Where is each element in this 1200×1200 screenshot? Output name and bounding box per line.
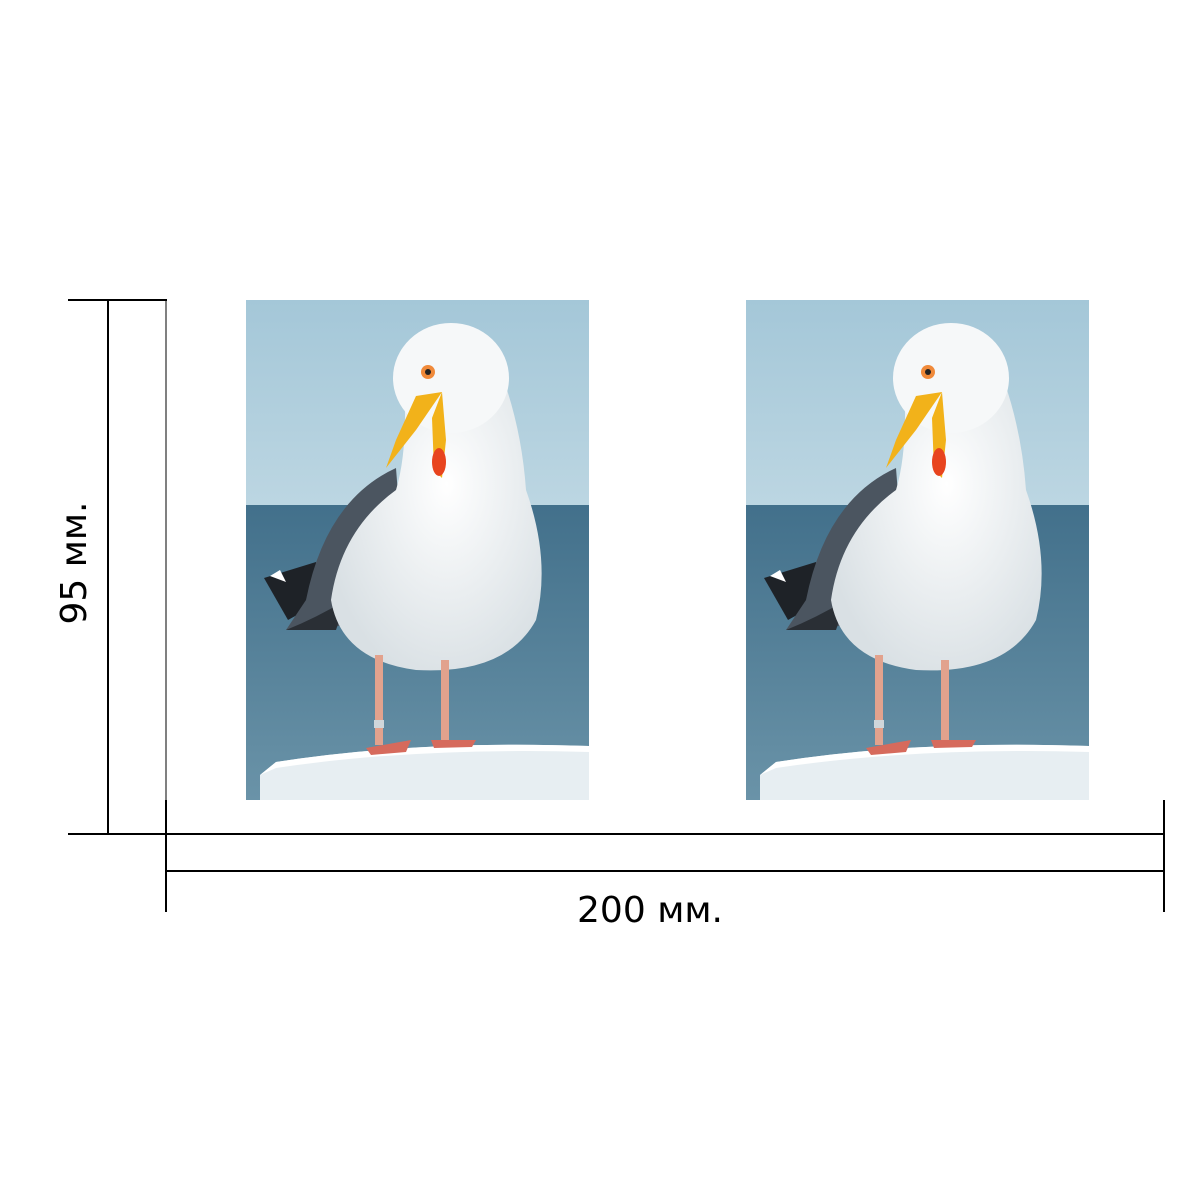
height-label: 95 мм. (54, 501, 95, 625)
seagull-photo-right (746, 300, 1089, 800)
width-label: 200 мм. (577, 890, 723, 931)
seagull-photo-left (246, 300, 589, 800)
